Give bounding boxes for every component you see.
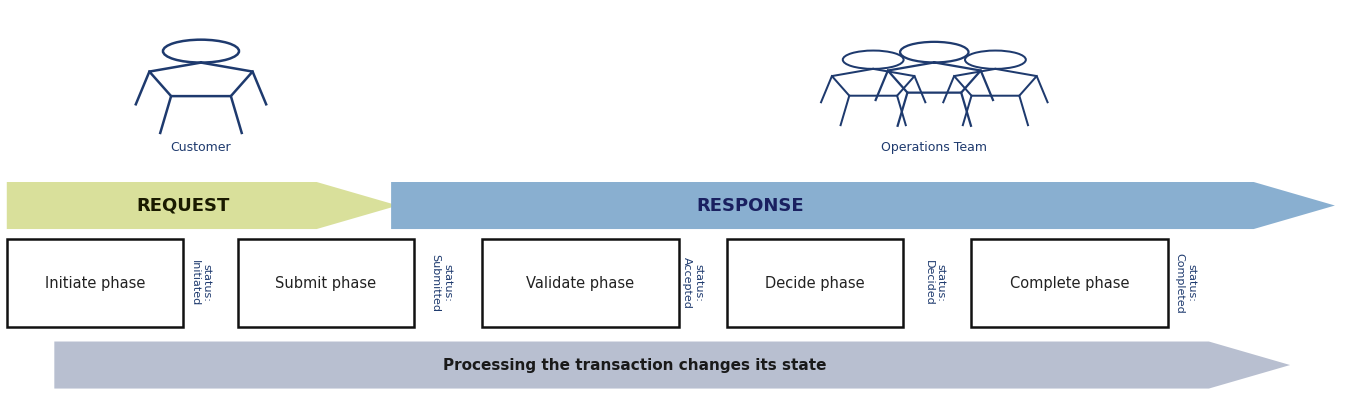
Text: Validate phase: Validate phase: [527, 276, 634, 291]
Polygon shape: [54, 342, 1290, 389]
Text: Operations Team: Operations Team: [881, 141, 987, 154]
Text: Decide phase: Decide phase: [765, 276, 865, 291]
Text: Initiate phase: Initiate phase: [45, 276, 145, 291]
Polygon shape: [391, 182, 1335, 229]
Text: REQUEST: REQUEST: [136, 196, 230, 215]
Text: RESPONSE: RESPONSE: [695, 196, 804, 215]
Text: status:
Completed: status: Completed: [1175, 253, 1196, 313]
Text: status:
Decided: status: Decided: [923, 260, 945, 306]
Text: Processing the transaction changes its state: Processing the transaction changes its s…: [443, 357, 827, 373]
Polygon shape: [7, 182, 398, 229]
FancyBboxPatch shape: [7, 239, 183, 327]
FancyBboxPatch shape: [727, 239, 903, 327]
FancyBboxPatch shape: [238, 239, 414, 327]
FancyBboxPatch shape: [482, 239, 679, 327]
Text: status:
Initiated: status: Initiated: [190, 260, 212, 306]
Text: Customer: Customer: [171, 141, 231, 154]
Text: Submit phase: Submit phase: [276, 276, 376, 291]
Text: status:
Accepted: status: Accepted: [682, 257, 703, 309]
FancyBboxPatch shape: [971, 239, 1168, 327]
Text: status:
Submitted: status: Submitted: [430, 254, 452, 312]
Text: Complete phase: Complete phase: [1010, 276, 1128, 291]
